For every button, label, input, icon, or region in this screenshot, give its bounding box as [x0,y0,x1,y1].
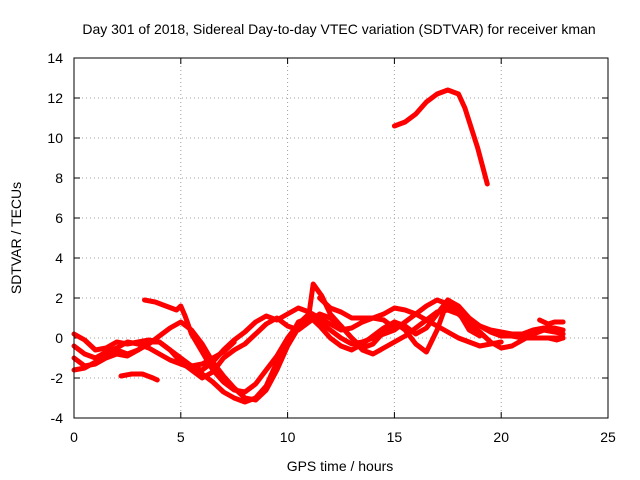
chart-title: Day 301 of 2018, Sidereal Day-to-day VTE… [82,21,595,37]
y-tick-label: 12 [47,90,63,106]
x-tick-label: 25 [600,429,616,445]
x-tick-label: 5 [177,429,185,445]
y-tick-label: 10 [47,130,63,146]
y-axis-label: SDTVAR / TECUs [8,182,24,294]
y-tick-label: 4 [55,250,63,266]
series-line-sat-h [317,295,397,331]
series-line-sat-e [142,281,483,395]
series-line-sat-d [71,307,566,381]
grid [74,58,608,418]
x-tick-label: 10 [280,429,296,445]
plot-frame [73,57,609,419]
series-line-sat-j [391,87,490,187]
y-tick-label: 6 [55,210,63,226]
axis-ticks [73,57,609,419]
y-tick-label: -4 [51,410,64,426]
series-line-sat-i [545,335,566,343]
x-tick-label: 0 [70,429,78,445]
y-tick-label: 8 [55,170,63,186]
x-tick-label: 15 [387,429,403,445]
y-tick-label: 2 [55,290,63,306]
plot-series [71,87,566,405]
y-tick-label: -2 [51,370,64,386]
series-line-sat-k [537,317,566,327]
y-tick-label: 14 [47,50,63,66]
x-tick-label: 20 [493,429,509,445]
tick-labels: 0 5 10 15 20 25 -4 -2 0 2 4 6 8 10 12 14 [47,50,616,445]
y-tick-label: 0 [55,330,63,346]
x-axis-label: GPS time / hours [287,458,394,474]
series-line-sat-f [118,371,160,383]
series-line-sat-g [178,339,237,369]
